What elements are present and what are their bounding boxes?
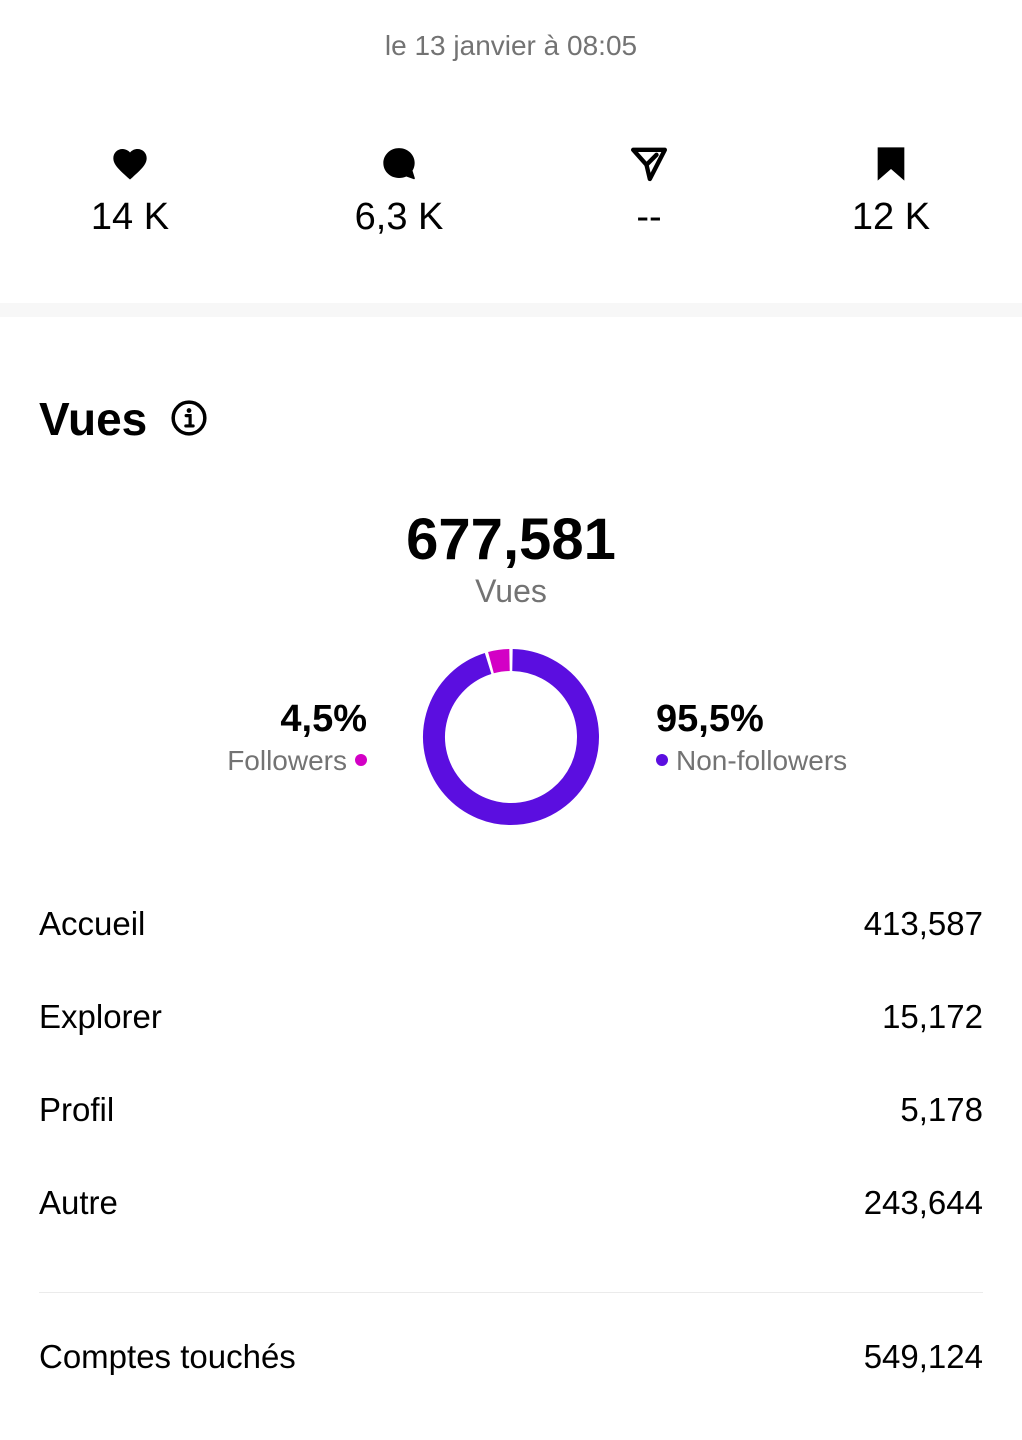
share-icon [631, 147, 667, 182]
total-views-value: 677,581 [406, 507, 616, 572]
views-source-list: Accueil 413,587 Explorer 15,172 Profil 5… [39, 905, 983, 1277]
saves-count: 12 K [851, 196, 931, 238]
non-followers-label: Non-followers [676, 745, 848, 776]
followers-percent: 4,5% [280, 698, 367, 740]
accounts-reached-value: 549,124 [863, 1338, 983, 1375]
followers-legend: 4,5% Followers [227, 698, 367, 777]
shares-count: -- [636, 196, 662, 238]
followers-dot [355, 753, 367, 766]
source-label: Accueil [39, 905, 146, 942]
source-label: Profil [39, 1091, 115, 1128]
comment-icon [383, 148, 415, 180]
source-value: 5,178 [900, 1091, 983, 1128]
source-value: 15,172 [882, 998, 983, 1035]
info-icon[interactable] [170, 399, 208, 437]
non-followers-legend: 95,5% Non-followers [656, 698, 847, 777]
bookmark-icon [877, 147, 905, 181]
non-followers-label-row: Non-followers [656, 745, 847, 777]
views-section-title: Vues [39, 393, 148, 445]
source-row-explorer: Explorer 15,172 [39, 998, 983, 1091]
heart-icon [113, 149, 147, 180]
post-timestamp: le 13 janvier à 08:05 [384, 30, 638, 61]
accounts-reached-label: Comptes touchés [39, 1338, 296, 1375]
likes-stat[interactable]: 14 K [30, 140, 230, 239]
followers-label: Followers [227, 745, 347, 776]
source-row-profil: Profil 5,178 [39, 1091, 983, 1184]
list-divider [39, 1292, 983, 1293]
source-value: 243,644 [863, 1184, 983, 1221]
total-views-label: Vues [475, 573, 547, 609]
followers-label-row: Followers [227, 745, 367, 777]
saves-stat[interactable]: 12 K [791, 140, 991, 239]
non-followers-arc [423, 649, 599, 825]
source-label: Autre [39, 1184, 118, 1221]
section-divider [0, 303, 1022, 317]
engagement-stats: 14 K 6,3 K -- 12 K [0, 140, 1022, 250]
source-value: 413,587 [863, 905, 983, 942]
non-followers-dot [656, 753, 668, 766]
accounts-reached-row: Comptes touchés 549,124 [39, 1338, 983, 1376]
source-row-accueil: Accueil 413,587 [39, 905, 983, 998]
likes-count: 14 K [90, 196, 170, 238]
source-label: Explorer [39, 998, 162, 1035]
shares-stat[interactable]: -- [549, 140, 749, 239]
non-followers-percent: 95,5% [656, 698, 764, 740]
comments-stat[interactable]: 6,3 K [299, 140, 499, 239]
followers-arc [488, 649, 511, 674]
views-donut-chart [423, 649, 599, 825]
source-row-autre: Autre 243,644 [39, 1184, 983, 1277]
comments-count: 6,3 K [354, 196, 444, 238]
